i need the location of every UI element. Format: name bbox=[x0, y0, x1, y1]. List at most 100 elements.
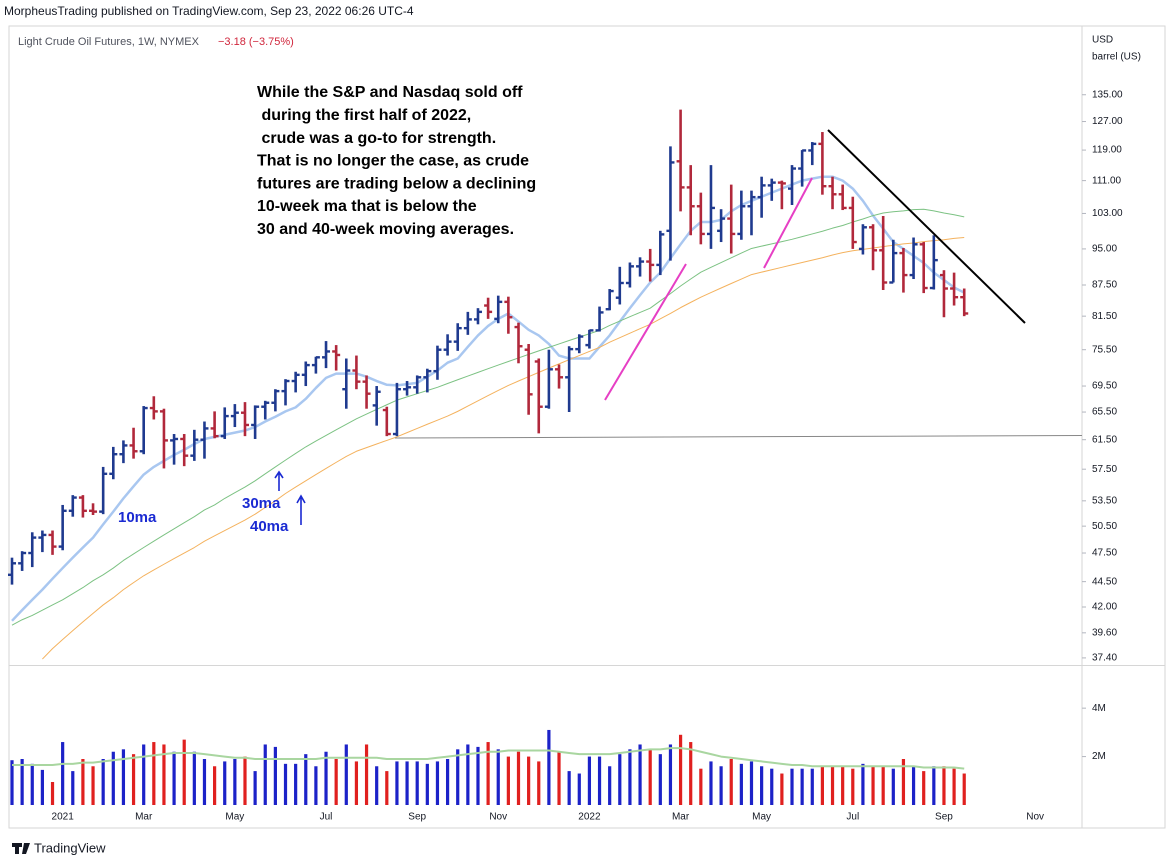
volume-bar bbox=[891, 768, 895, 805]
volume-bar bbox=[638, 744, 642, 805]
volume-bar bbox=[668, 744, 673, 805]
volume-bar bbox=[10, 760, 14, 805]
annotation-line: 10-week ma that is below the bbox=[257, 198, 477, 215]
volume-bar bbox=[922, 771, 926, 805]
volume-bar bbox=[152, 742, 156, 805]
volume-bar bbox=[678, 734, 683, 805]
volume-bar bbox=[344, 744, 348, 805]
volume-bar bbox=[608, 766, 612, 805]
volume-bar bbox=[243, 756, 247, 805]
price-bars bbox=[8, 109, 969, 585]
volume-bar bbox=[749, 761, 754, 805]
volume-bar bbox=[172, 751, 176, 805]
volume-bar bbox=[364, 744, 369, 805]
volume-bar bbox=[760, 766, 764, 805]
volume-bar bbox=[385, 771, 389, 805]
y-tick-label: 50.50 bbox=[1092, 521, 1117, 532]
y-tick-label: 111.00 bbox=[1092, 175, 1122, 186]
y-tick-label: 69.50 bbox=[1092, 381, 1117, 392]
volume-bar bbox=[233, 759, 237, 805]
ma-label: 30ma bbox=[242, 495, 281, 512]
volume-bar bbox=[729, 759, 733, 805]
trend-line bbox=[763, 177, 813, 269]
volume-bar bbox=[466, 744, 470, 805]
axes: 135.00 127.00 119.00 111.00 103.00 95.00 87.50… bbox=[52, 89, 1123, 822]
logo bbox=[12, 843, 30, 854]
moving-average bbox=[42, 237, 965, 660]
publisher-header: MorpheusTrading published on TradingView… bbox=[4, 4, 414, 18]
arrow bbox=[274, 470, 284, 491]
volume-bar bbox=[324, 751, 328, 805]
volume-bar bbox=[375, 766, 379, 805]
footer-brand: TradingView bbox=[34, 840, 106, 855]
volume-bar bbox=[91, 766, 95, 805]
volume-bar bbox=[770, 768, 774, 805]
volume-bar bbox=[830, 766, 835, 805]
volume-bar bbox=[223, 761, 227, 805]
y-tick-label: 127.00 bbox=[1092, 116, 1123, 127]
annotation-line: While the S&P and Nasdaq sold off bbox=[257, 84, 523, 101]
volume-bar bbox=[273, 746, 277, 805]
volume-bar bbox=[30, 763, 34, 805]
volume-bar bbox=[537, 761, 541, 805]
annotation-line: That is no longer the case, as crude bbox=[257, 153, 529, 170]
volume-bar bbox=[800, 768, 804, 805]
volume-bar bbox=[527, 756, 531, 805]
annotation-line: during the first half of 2022, bbox=[257, 107, 471, 124]
support-line bbox=[394, 435, 1083, 439]
volume-bar bbox=[557, 751, 561, 805]
volume-bar bbox=[476, 746, 480, 805]
y-tick-label: 57.50 bbox=[1092, 464, 1117, 475]
volume-bar bbox=[101, 759, 105, 805]
y-tick-label: 42.00 bbox=[1092, 602, 1117, 613]
volume-bar bbox=[415, 761, 419, 805]
annotation-line: crude was a go-to for strength. bbox=[257, 130, 496, 147]
volume-bar bbox=[851, 768, 855, 805]
volume-bar bbox=[658, 754, 662, 805]
arrow bbox=[296, 494, 306, 525]
volume-bar bbox=[567, 771, 571, 805]
volume-bar bbox=[810, 768, 814, 805]
volume-bar bbox=[942, 766, 946, 805]
volume-bar bbox=[932, 766, 936, 805]
x-tick-label: Sep bbox=[408, 812, 426, 823]
annotation: While the S&P and Nasdaq sold off during… bbox=[257, 84, 536, 238]
moving-average bbox=[11, 208, 965, 626]
volume-bar bbox=[354, 761, 359, 805]
y-tick-label: 53.50 bbox=[1092, 495, 1117, 506]
volume-tick-label: 4M bbox=[1092, 703, 1106, 714]
volume-bar bbox=[192, 751, 196, 805]
volume-bar bbox=[699, 768, 703, 805]
y-tick-label: 103.00 bbox=[1092, 208, 1123, 219]
volume-bar bbox=[881, 766, 885, 805]
y-tick-label: 44.50 bbox=[1092, 576, 1117, 587]
volume-bar bbox=[283, 763, 288, 805]
y-tick-label: 39.60 bbox=[1092, 627, 1117, 638]
ma-label: 40ma bbox=[250, 518, 289, 535]
instrument-title: Light Crude Oil Futures, 1W, NYMEX bbox=[18, 36, 200, 48]
volume-bar bbox=[162, 744, 166, 805]
volume-bar bbox=[820, 766, 824, 805]
volume-bar bbox=[50, 782, 55, 805]
y-tick-label: 81.50 bbox=[1092, 311, 1117, 322]
volume-bar bbox=[719, 766, 723, 805]
y-tick-label: 87.50 bbox=[1092, 280, 1117, 291]
volume-bar bbox=[405, 761, 409, 805]
volume-bar bbox=[597, 756, 602, 805]
volume-bar bbox=[304, 754, 308, 805]
y-tick-label: 37.40 bbox=[1092, 653, 1117, 664]
y-tick-label: 47.50 bbox=[1092, 548, 1117, 559]
volume-bar bbox=[142, 744, 146, 805]
frame bbox=[8, 25, 1166, 829]
volume-bar bbox=[871, 766, 875, 805]
x-tick-label: Jul bbox=[846, 812, 859, 823]
volume-bar bbox=[263, 744, 267, 805]
volume-bar bbox=[121, 749, 126, 805]
volume-bar bbox=[689, 742, 693, 805]
volume-bar bbox=[435, 761, 440, 805]
volume-bar bbox=[901, 759, 906, 805]
volume-pane bbox=[10, 729, 966, 805]
volume-bar bbox=[81, 759, 85, 805]
